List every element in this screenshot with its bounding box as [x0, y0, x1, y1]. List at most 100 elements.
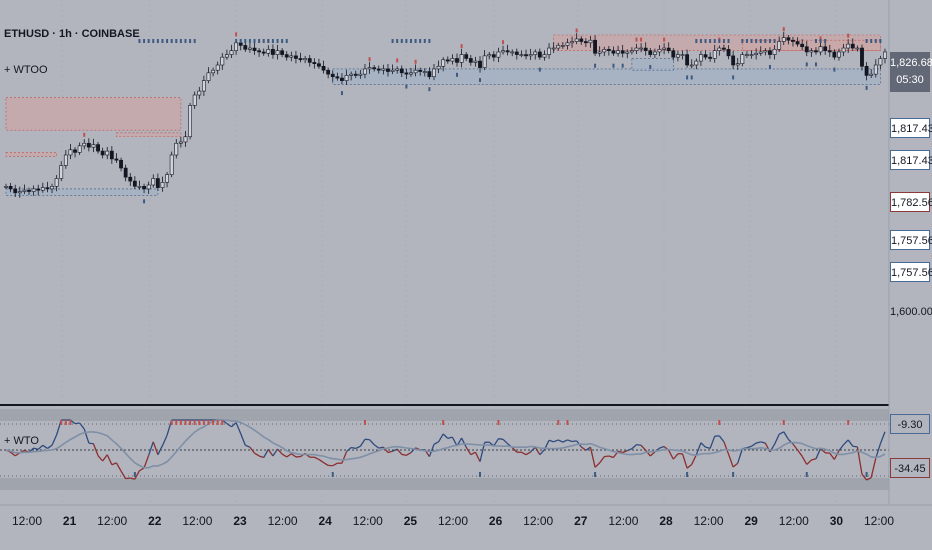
wave-segment	[521, 451, 527, 456]
candle-body	[878, 58, 883, 66]
candle-body	[634, 47, 639, 51]
candle-body	[238, 42, 243, 46]
alert-dot	[870, 39, 873, 43]
alert-dot	[874, 39, 877, 43]
wave-segment	[318, 458, 324, 464]
wave-segment	[843, 439, 849, 446]
osc-sell-tick	[189, 420, 192, 425]
candle-body	[82, 142, 87, 147]
wave-segment	[580, 446, 587, 451]
countdown-value: 05:30	[896, 74, 924, 86]
wave-segment	[263, 449, 269, 458]
wave-segment	[286, 453, 292, 458]
candle-body	[565, 42, 570, 46]
candle-body	[827, 50, 832, 53]
candle-body	[174, 142, 179, 156]
candle-body	[450, 58, 455, 62]
candle-body	[105, 150, 110, 156]
alert-dot	[727, 39, 730, 43]
wave-segment	[534, 446, 541, 456]
candle-body	[303, 58, 308, 61]
osc-lower-tag: -34.45	[890, 458, 930, 478]
wave-segment	[797, 449, 803, 457]
candle-body	[432, 68, 436, 78]
candle-body	[754, 52, 759, 55]
alert-dot	[189, 39, 192, 43]
wave-segment	[461, 437, 467, 448]
candle-body	[386, 68, 390, 72]
alert-dot	[166, 39, 169, 43]
candle-body	[873, 64, 878, 75]
candle-body	[455, 58, 459, 63]
wave-segment	[861, 473, 868, 481]
signal-line	[5, 419, 886, 469]
time-label: 12:00	[437, 514, 469, 528]
candle-body	[372, 67, 377, 70]
candle-body	[786, 37, 791, 41]
wave-segment	[438, 433, 444, 443]
candle-body	[165, 174, 169, 183]
candle-body	[220, 56, 225, 66]
wave-segment	[88, 442, 94, 445]
candle-body	[708, 56, 713, 59]
osc-sell-tick	[847, 420, 850, 425]
wave-segment	[120, 470, 127, 479]
wave-segment	[314, 456, 320, 461]
wave-segment	[622, 450, 628, 454]
symbol-title[interactable]: ETHUSD · 1h · COINBASE	[4, 28, 140, 40]
candle-body	[427, 71, 432, 78]
candle-body	[464, 54, 469, 59]
supply-zone	[116, 132, 182, 138]
candle-body	[395, 68, 400, 71]
alert-dot	[405, 39, 408, 43]
alert-dot	[235, 39, 238, 43]
candle-body	[883, 51, 887, 59]
wave-segment	[323, 462, 329, 466]
alert-dot	[184, 39, 187, 43]
candle-body	[487, 54, 492, 57]
oscillator-legend[interactable]: + WTO	[4, 435, 39, 447]
candle-body	[178, 141, 183, 144]
candle-body	[795, 41, 800, 45]
candle-body	[137, 186, 142, 188]
candle-body	[602, 49, 607, 53]
indicator-legend[interactable]: + WTOO	[4, 64, 48, 76]
price-pane[interactable]	[4, 0, 932, 505]
candle-body	[349, 73, 354, 76]
wave-segment	[130, 477, 136, 480]
candle-body	[841, 47, 846, 53]
candle-body	[91, 144, 96, 148]
supply-zone	[5, 97, 182, 131]
candle-body	[73, 149, 77, 153]
alert-dot	[147, 39, 150, 43]
sell-marker	[502, 40, 505, 45]
candle-body	[77, 145, 82, 153]
wave-segment	[254, 452, 260, 457]
candle-body	[468, 58, 473, 63]
candle-body	[524, 54, 528, 57]
candle-body	[363, 68, 367, 75]
wave-segment	[33, 447, 39, 450]
candle-body	[284, 54, 289, 58]
wave-segment	[668, 450, 674, 460]
wave-segment	[226, 423, 232, 428]
oscillator-pane[interactable]	[0, 407, 889, 495]
candle-body	[560, 45, 565, 47]
candle-body	[8, 186, 13, 190]
wave-segment	[378, 446, 384, 449]
candle-body	[768, 50, 772, 55]
alert-dot	[750, 39, 753, 43]
osc-upper-tag: -9.30	[890, 414, 930, 434]
time-label: 12:00	[863, 514, 895, 528]
alert-dot	[414, 39, 417, 43]
buy-marker	[538, 67, 541, 72]
candle-body	[275, 50, 280, 55]
candle-body	[666, 47, 671, 51]
candle-body	[491, 54, 496, 58]
wave-segment	[695, 442, 702, 455]
osc-sell-tick	[782, 420, 785, 425]
candle-body	[206, 72, 211, 81]
wave-segment	[235, 422, 242, 434]
